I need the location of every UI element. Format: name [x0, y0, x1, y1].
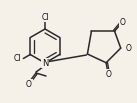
- Text: N: N: [42, 59, 48, 67]
- Text: O: O: [126, 44, 132, 53]
- Text: O: O: [119, 18, 125, 27]
- Text: O: O: [26, 80, 32, 89]
- Text: O: O: [106, 70, 112, 79]
- Text: Cl: Cl: [14, 54, 21, 63]
- Text: N: N: [42, 59, 48, 67]
- Text: Cl: Cl: [41, 12, 49, 22]
